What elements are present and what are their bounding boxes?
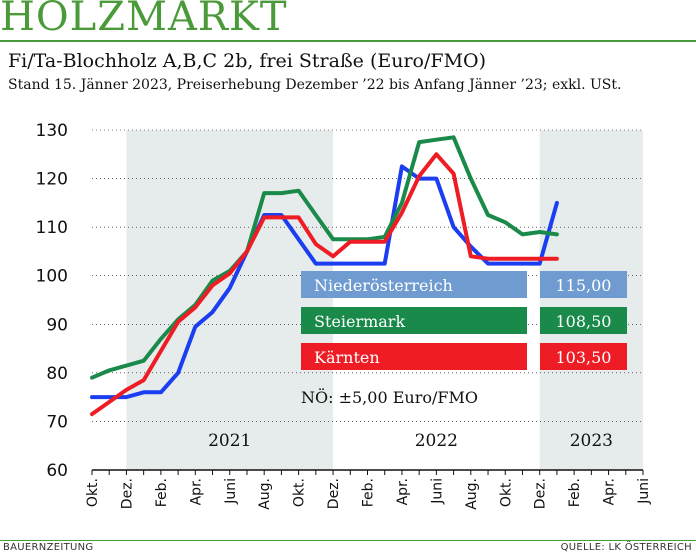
legend-label-steiermark: Steiermark [314,312,405,331]
legend-value-box-krnten [540,343,627,370]
series-line-krnten [90,152,559,417]
legend-box-krnten [301,343,527,370]
y-tick-label-90: 90 [46,315,68,335]
month-tick-label: Aug. [464,478,480,510]
series-line-niedersterreich [90,164,559,400]
month-tick-label: Juni [636,478,652,505]
year-band-2023 [539,130,643,470]
masthead: HOLZMARKT [0,0,696,44]
series-line-steiermark [90,135,559,380]
y-tick-label-130: 130 [36,121,68,141]
legend-box-niedersterreich [301,271,527,298]
year-label-2021: 2021 [208,431,251,451]
legend-label-krnten: Kärnten [314,348,380,367]
month-tick-label: Feb. [567,478,583,507]
footer-publisher: BAUERNZEITUNG [3,542,94,553]
month-tick-label: Aug. [257,478,273,510]
legend-value-krnten: 103,50 [556,348,612,367]
month-tick-label: Apr. [602,478,618,505]
legend-value-box-niedersterreich [540,271,627,298]
chart-subtitle: Fi/Ta-Blochholz A,B,C 2b, frei Straße (E… [8,50,487,72]
legend-box-steiermark [301,307,527,334]
chart-note: Stand 15. Jänner 2023, Preiserhebung Dez… [8,77,622,93]
month-tick-label: Dez. [533,478,549,509]
month-tick-label: Dez. [119,478,135,509]
legend-label-niedersterreich: Niederösterreich [314,276,453,295]
y-tick-label-120: 120 [36,170,68,190]
legend-value-steiermark: 108,50 [556,312,612,331]
month-tick-label: Apr. [188,478,204,505]
month-tick-label: Okt. [85,478,101,507]
masthead-rule [0,40,696,42]
year-label-2023: 2023 [570,431,613,451]
price-chart: 2021 2022 2023 60 70 80 90 100 110 120 130 Okt. Dez.… [36,121,652,510]
month-tick-label: Okt. [498,478,514,507]
month-tick-label: Okt. [292,478,308,507]
y-tick-label-110: 110 [36,218,68,238]
y-tick-label-60: 60 [46,461,68,481]
legend-note: NÖ: ±5,00 Euro/FMO [301,387,478,407]
month-tick-label: Feb. [154,478,170,507]
year-band-2021 [126,130,334,470]
y-tick-label-80: 80 [46,364,68,384]
month-tick-label: Dez. [326,478,342,509]
month-tick-label: Juni [223,478,239,505]
footer-rule [0,540,696,541]
month-tick-label: Juni [429,478,445,505]
y-tick-label-70: 70 [46,412,68,432]
month-tick-label: Apr. [395,478,411,505]
month-tick-label: Feb. [361,478,377,507]
masthead-title: HOLZMARKT [0,0,288,40]
footer-source: QUELLE: LK ÖSTERREICH [560,542,692,553]
legend-value-niedersterreich: 115,00 [556,276,612,295]
y-tick-label-100: 100 [36,267,68,287]
legend-value-box-steiermark [540,307,627,334]
year-label-2022: 2022 [415,431,458,451]
